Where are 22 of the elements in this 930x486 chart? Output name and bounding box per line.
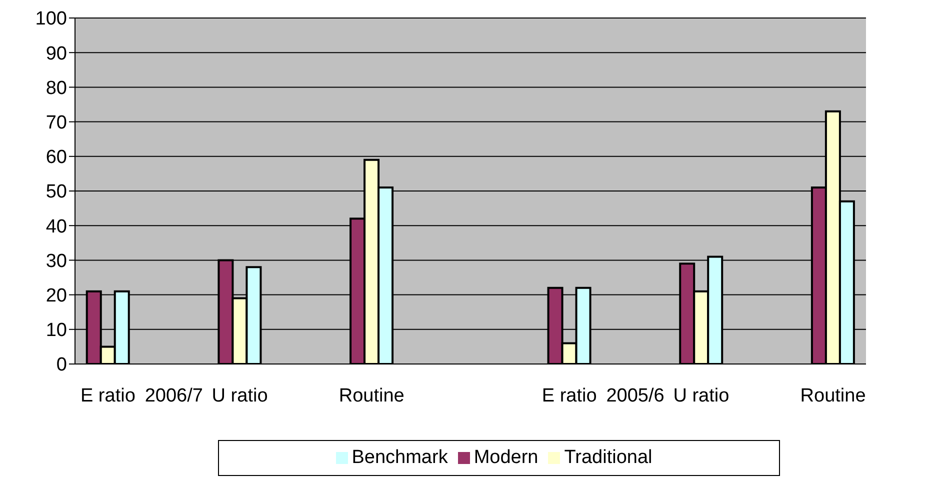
y-tick-label: 0 bbox=[56, 354, 67, 376]
y-tick-label: 20 bbox=[46, 286, 67, 307]
y-tick-label: 40 bbox=[46, 216, 67, 238]
y-tick-label: 50 bbox=[46, 182, 67, 203]
y-tick-label: 100 bbox=[35, 8, 67, 30]
x-tick-label: E ratio bbox=[80, 385, 136, 406]
y-tick-label: 10 bbox=[46, 320, 67, 342]
x-tick-label: E ratio bbox=[542, 385, 597, 406]
x-tick-label: U ratio bbox=[673, 385, 730, 406]
legend-label: Modern bbox=[474, 447, 538, 468]
x-tick-label: Routine bbox=[800, 385, 866, 406]
y-tick-label: 90 bbox=[46, 43, 67, 64]
x-tick-label: U ratio bbox=[212, 385, 268, 406]
x-tick-label: 2005/6 bbox=[606, 385, 664, 406]
legend-label: Benchmark bbox=[352, 447, 448, 468]
y-tick-label: 60 bbox=[46, 147, 67, 168]
x-tick-label: 2006/7 bbox=[144, 385, 203, 406]
x-tick-label: Routine bbox=[338, 385, 404, 406]
y-tick-label: 30 bbox=[46, 250, 67, 272]
legend-label: Traditional bbox=[564, 447, 652, 468]
y-tick-label: 70 bbox=[46, 112, 67, 134]
y-tick-label: 80 bbox=[46, 78, 67, 99]
